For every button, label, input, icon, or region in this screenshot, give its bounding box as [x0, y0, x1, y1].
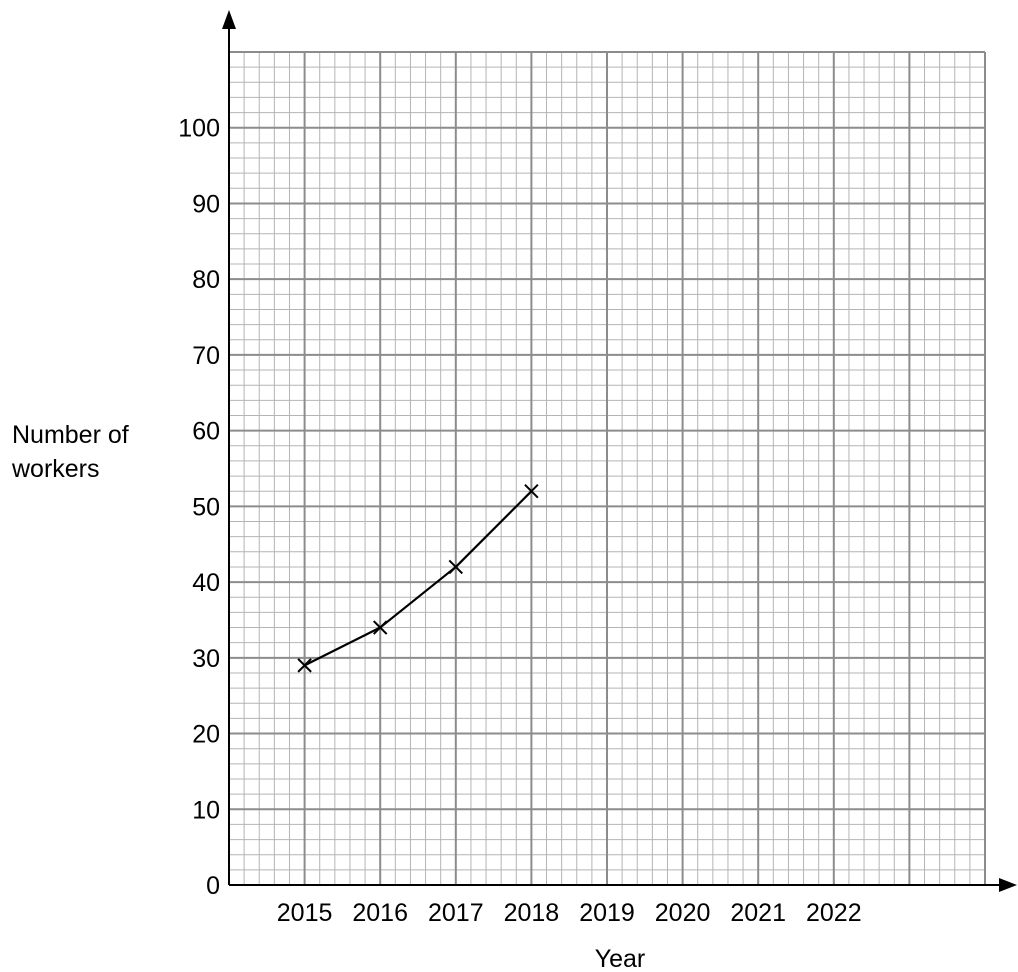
series-group: [297, 484, 539, 673]
series-line: [304, 490, 533, 667]
y-tick-labels: 0 10 20 30 40 50 60 70 80 90 100: [178, 115, 220, 900]
y-tick-label: 10: [192, 796, 220, 824]
x-tick-label: 2015: [277, 899, 333, 927]
axes: [222, 10, 1017, 892]
y-tick-label: 100: [178, 115, 220, 143]
x-tick-label: 2020: [655, 899, 711, 927]
data-point-marker: [297, 658, 312, 673]
y-tick-label: 60: [192, 418, 220, 446]
x-tick-label: 2017: [428, 899, 484, 927]
y-axis-title-line-2: workers: [11, 455, 100, 483]
x-tick-label: 2018: [504, 899, 560, 927]
data-point-marker: [524, 484, 539, 499]
y-tick-label: 0: [206, 872, 220, 900]
y-tick-label: 20: [192, 721, 220, 749]
y-axis-arrowhead: [222, 10, 236, 29]
y-tick-label: 30: [192, 645, 220, 673]
x-axis-title: Year: [595, 945, 646, 972]
y-tick-label: 50: [192, 493, 220, 521]
major-grid: [229, 51, 986, 885]
y-tick-label: 80: [192, 266, 220, 294]
x-tick-label: 2016: [352, 899, 408, 927]
y-axis-title-line-1: Number of: [12, 421, 129, 449]
x-tick-label: 2019: [579, 899, 635, 927]
x-axis-arrowhead: [999, 878, 1017, 892]
data-point-marker: [448, 559, 464, 575]
data-point-marker: [372, 620, 388, 635]
y-tick-label: 40: [192, 569, 220, 597]
x-tick-labels: 2015 2016 2017 2018 2019 2020 2021 2022: [277, 899, 862, 927]
y-tick-label: 90: [192, 190, 220, 218]
y-tick-label: 70: [192, 342, 220, 370]
x-tick-label: 2021: [730, 899, 786, 927]
x-tick-label: 2022: [806, 899, 862, 927]
